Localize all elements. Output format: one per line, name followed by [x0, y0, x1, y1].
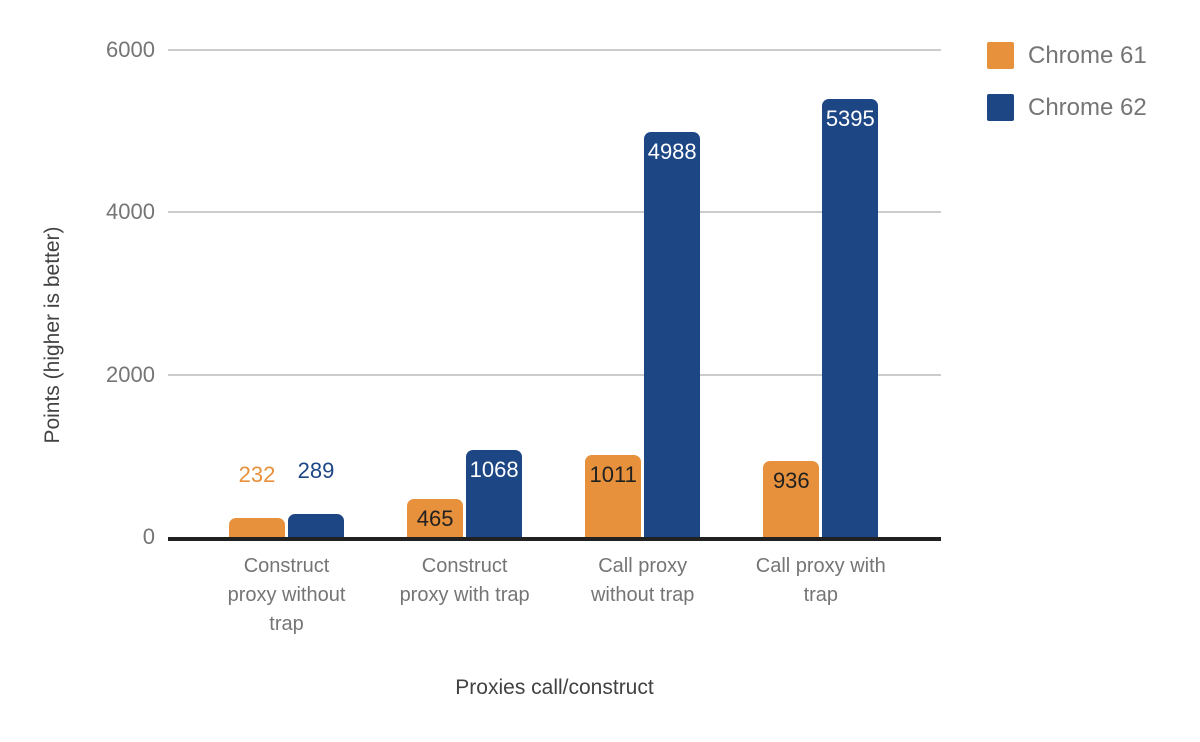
- gridline-4000: [168, 211, 941, 214]
- legend-swatch-chrome-61: [987, 42, 1014, 69]
- bar-chrome-62-call-proxy-without-trap: [644, 132, 701, 537]
- y-tick-label-6000: 6000: [106, 37, 155, 62]
- bar-chrome-61-call-proxy-with-trap: [763, 461, 820, 537]
- value-label-chrome-61-call-proxy-with-trap: 936: [772, 468, 810, 493]
- value-label-chrome-62-construct-proxy-without-trap: 289: [297, 458, 335, 483]
- value-label-chrome-62-call-proxy-without-trap: 4988: [647, 139, 697, 164]
- gridline-2000: [168, 373, 941, 376]
- legend-label-chrome-62: Chrome 62: [1028, 93, 1147, 121]
- bar-chrome-61-call-proxy-without-trap: [585, 455, 642, 537]
- y-axis-title: Points (higher is better): [41, 226, 64, 444]
- legend-swatch-chrome-62: [987, 94, 1014, 121]
- x-axis-title: Proxies call/construct: [455, 676, 654, 699]
- y-tick-label-2000: 2000: [106, 361, 155, 387]
- category-label-call-proxy-with-trap: Call proxy with trap: [755, 555, 886, 606]
- plot-area: 232 465 1011 936 289 1068 4988 5395: [168, 49, 941, 541]
- category-label-call-proxy-without-trap: Call proxy without trap: [590, 555, 695, 606]
- value-label-chrome-61-construct-proxy-with-trap: 465: [416, 506, 454, 531]
- category-label-construct-proxy-without-trap: Construct proxy without trap: [227, 555, 346, 635]
- legend-label-chrome-61: Chrome 61: [1028, 41, 1147, 69]
- value-label-chrome-62-call-proxy-with-trap: 5395: [825, 106, 875, 131]
- category-label-construct-proxy-with-trap: Construct proxy with trap: [399, 555, 530, 606]
- bar-chrome-62-construct-proxy-with-trap: [466, 450, 523, 537]
- bar-chrome-62-call-proxy-with-trap: [822, 99, 879, 537]
- value-label-chrome-61-construct-proxy-without-trap: 232: [238, 462, 276, 487]
- legend-item-chrome-61: Chrome 61: [987, 42, 1147, 69]
- value-label-chrome-62-construct-proxy-with-trap: 1068: [469, 457, 519, 482]
- bar-chrome-62-construct-proxy-without-trap: [288, 514, 344, 537]
- gridline-6000: [168, 49, 941, 51]
- value-label-chrome-61-call-proxy-without-trap: 1011: [589, 462, 637, 487]
- legend: Chrome 61 Chrome 62: [987, 42, 1147, 146]
- legend-item-chrome-62: Chrome 62: [987, 94, 1147, 121]
- bar-chrome-61-construct-proxy-without-trap: [229, 518, 285, 537]
- y-tick-label-0: 0: [142, 524, 155, 549]
- y-tick-label-4000: 4000: [106, 199, 155, 225]
- bar-chrome-61-construct-proxy-with-trap: [407, 499, 464, 537]
